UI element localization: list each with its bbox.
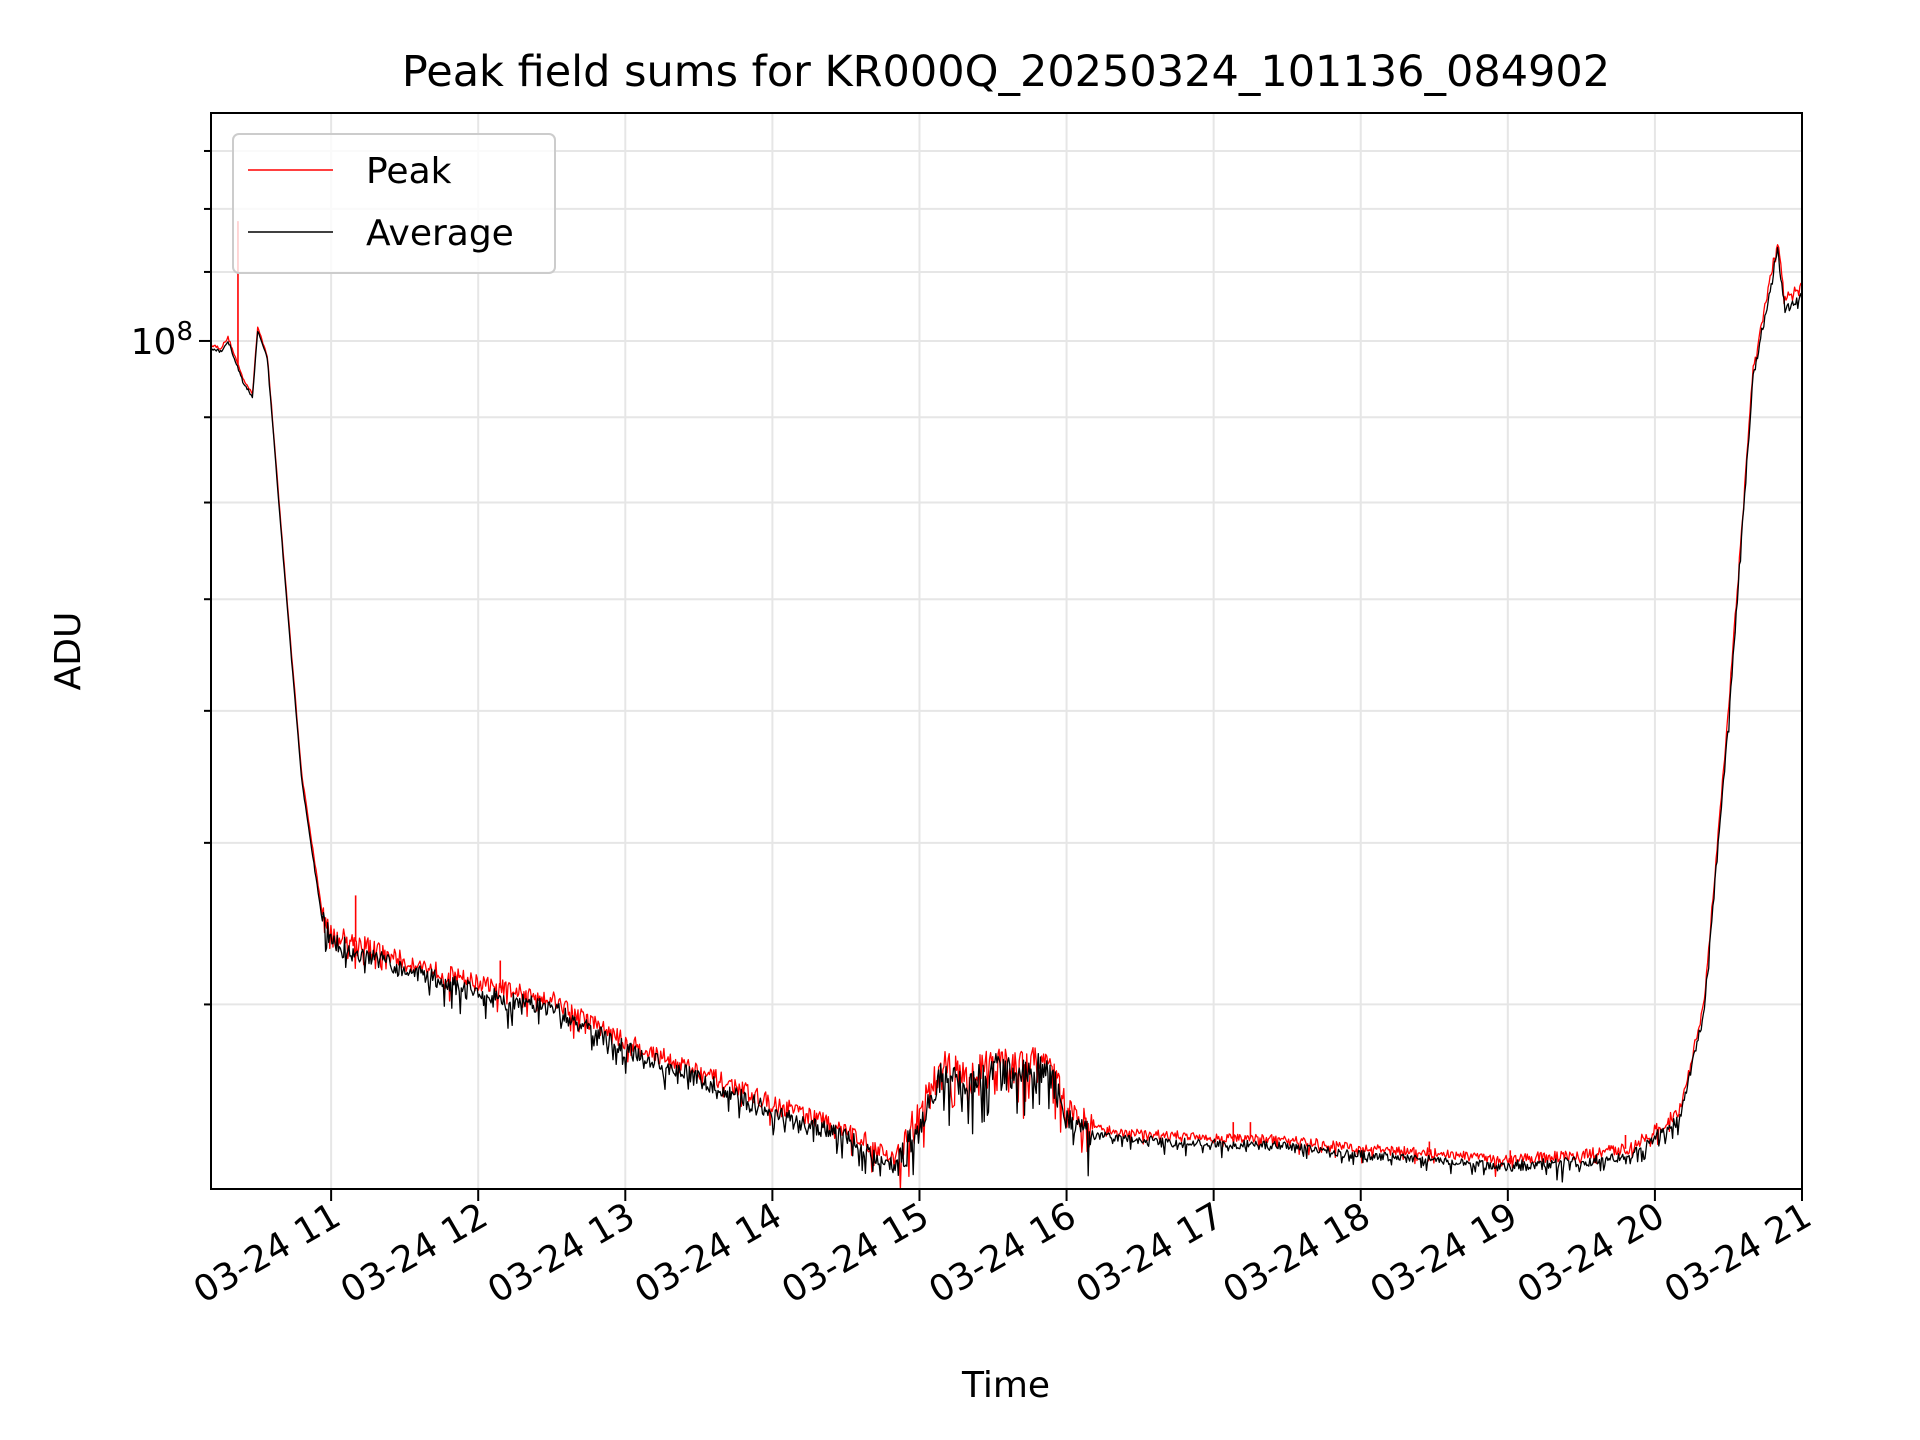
y-tick-label-base: 10 <box>131 322 177 363</box>
legend: Peak Average <box>232 133 556 274</box>
y-tick-label-exponent: 8 <box>176 317 193 347</box>
legend-label-average: Average <box>366 213 514 254</box>
y-axis-label: ADU <box>48 612 89 691</box>
chart-title: Peak field sums for KR000Q_20250324_1011… <box>402 47 1610 97</box>
y-tick-label: 108 <box>131 317 193 363</box>
legend-label-peak: Peak <box>366 151 452 192</box>
series-line-peak <box>210 244 1803 1190</box>
y-axis: 108 <box>131 149 211 1006</box>
x-axis-label: Time <box>961 1365 1050 1406</box>
series-lines <box>210 113 1803 1190</box>
series-line-average <box>210 246 1803 1183</box>
legend-box <box>232 133 556 274</box>
plot-frame <box>210 112 1803 1190</box>
